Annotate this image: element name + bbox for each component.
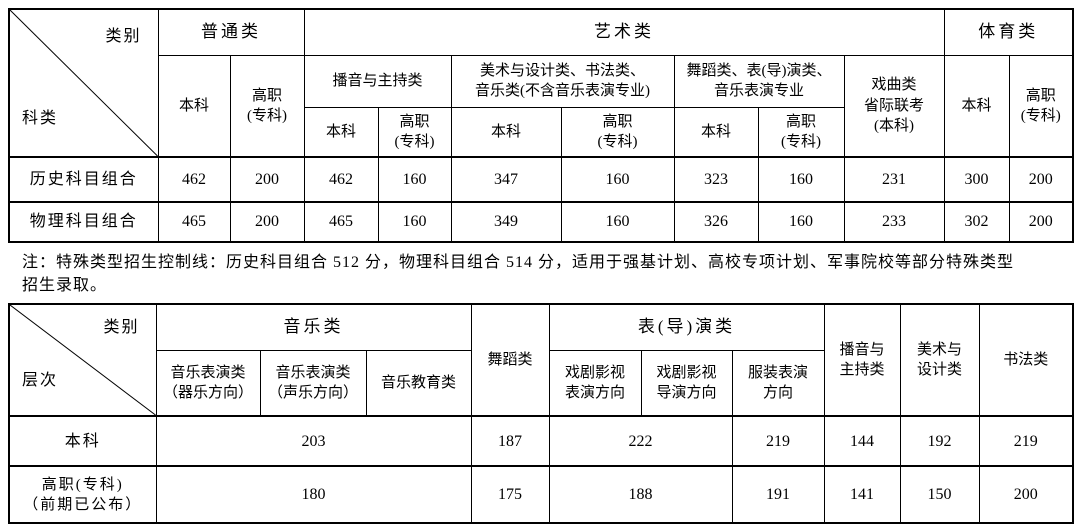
row-header-physics-combo: 物理科目组合: [8, 201, 159, 243]
header-music-vocal: 音乐表演类 （声乐方向）: [259, 349, 367, 417]
header-group-calligraphy: 书法类: [978, 303, 1074, 417]
score-cell: 300: [943, 156, 1010, 203]
header-regular-vocational: 高职 (专科): [229, 54, 305, 158]
score-cell: 203: [155, 415, 472, 467]
special-type-control-line-note: 注：特殊类型招生控制线：历史科目组合 512 分，物理科目组合 514 分，适用…: [22, 254, 1015, 295]
header-sport-undergrad: 本科: [943, 54, 1010, 158]
score-cell: 160: [757, 156, 845, 203]
header-broadcast-vocational: 高职 (专科): [377, 106, 452, 158]
score-cell: 144: [823, 415, 901, 467]
corner-header-category-subject: 类别 科类: [8, 8, 159, 158]
header-group-art-design: 美术与 设计类: [899, 303, 980, 417]
score-cell: 160: [377, 201, 452, 243]
score-cell: 465: [157, 201, 231, 243]
row-header-undergrad: 本科: [8, 415, 157, 467]
score-cell: 180: [155, 465, 472, 524]
diagonal-line: [10, 305, 156, 415]
header-group-music: 音乐类: [155, 303, 472, 351]
score-cell: 200: [1008, 156, 1074, 203]
header-art-broadcast: 播音与主持类: [303, 54, 452, 108]
header-music-education: 音乐教育类: [365, 349, 472, 417]
score-cell: 347: [450, 156, 562, 203]
corner-label-level: 层次: [22, 371, 59, 389]
corner-label-subject: 科类: [22, 110, 59, 128]
header-fashion-performance: 服装表演 方向: [731, 349, 825, 417]
score-cell: 323: [673, 156, 759, 203]
header-group-art: 艺术类: [303, 8, 945, 56]
header-design-undergrad: 本科: [450, 106, 562, 158]
header-sport-vocational: 高职 (专科): [1008, 54, 1074, 158]
row-header-vocational-published: 高职(专科) （前期已公布）: [8, 465, 157, 524]
score-table-main: 类别 科类 普通类 艺术类 体育类 本科 高职 (专科) 播音与主持类 美术与设…: [8, 8, 1075, 243]
score-cell: 233: [843, 201, 945, 243]
diagonal-line: [10, 10, 158, 156]
score-cell: 200: [1008, 201, 1074, 243]
score-cell: 302: [943, 201, 1010, 243]
score-cell: 219: [978, 415, 1074, 467]
header-art-design-calligraphy-music: 美术与设计类、书法类、 音乐类(不含音乐表演专业): [450, 54, 675, 108]
score-cell: 175: [470, 465, 550, 524]
score-cell: 200: [229, 156, 305, 203]
corner-label-category: 类别: [103, 319, 140, 337]
header-dance-vocational: 高职 (专科): [757, 106, 845, 158]
score-cell: 192: [899, 415, 980, 467]
header-dance-undergrad: 本科: [673, 106, 759, 158]
score-table-art: 类别 层次 音乐类 舞蹈类 表(导)演类 播音与 主持类 美术与 设计类 书法类…: [8, 303, 1075, 524]
score-cell: 326: [673, 201, 759, 243]
row-header-history-combo: 历史科目组合: [8, 156, 159, 203]
score-cell: 200: [229, 201, 305, 243]
corner-header-category-level: 类别 层次: [8, 303, 157, 417]
header-group-sport: 体育类: [943, 8, 1074, 56]
header-group-dance: 舞蹈类: [470, 303, 550, 417]
score-cell: 187: [470, 415, 550, 467]
score-cell: 160: [377, 156, 452, 203]
score-cell: 191: [731, 465, 825, 524]
header-broadcast-undergrad: 本科: [303, 106, 379, 158]
header-art-opera-joint-exam: 戏曲类 省际联考 (本科): [843, 54, 945, 158]
header-regular-undergrad: 本科: [157, 54, 231, 158]
score-cell: 141: [823, 465, 901, 524]
score-cell: 465: [303, 201, 379, 243]
score-cell: 462: [303, 156, 379, 203]
header-group-regular: 普通类: [157, 8, 305, 56]
header-art-dance-perform: 舞蹈类、表(导)演类、 音乐表演专业: [673, 54, 845, 108]
score-cell: 231: [843, 156, 945, 203]
corner-label-category: 类别: [105, 28, 142, 45]
score-cell: 160: [757, 201, 845, 243]
score-cell: 160: [560, 201, 675, 243]
score-cell: 200: [978, 465, 1074, 524]
score-cell: 349: [450, 201, 562, 243]
header-drama-directing: 戏剧影视 导演方向: [640, 349, 733, 417]
score-cell: 188: [548, 465, 733, 524]
score-cell: 160: [560, 156, 675, 203]
score-cell: 150: [899, 465, 980, 524]
header-group-broadcast: 播音与 主持类: [823, 303, 901, 417]
header-drama-acting: 戏剧影视 表演方向: [548, 349, 642, 417]
header-group-perform: 表(导)演类: [548, 303, 825, 351]
score-cell: 222: [548, 415, 733, 467]
score-cell: 219: [731, 415, 825, 467]
header-design-vocational: 高职 (专科): [560, 106, 675, 158]
score-cell: 462: [157, 156, 231, 203]
header-music-instrumental: 音乐表演类 （器乐方向）: [155, 349, 261, 417]
